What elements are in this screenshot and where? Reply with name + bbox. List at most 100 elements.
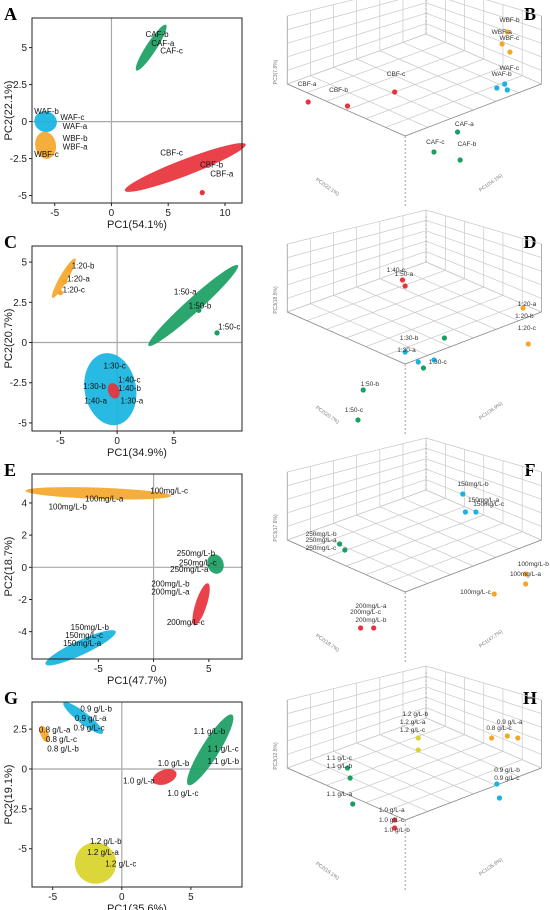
axis-label-pc3: PC3(7.8%) [273, 59, 279, 84]
grid-line [287, 12, 427, 58]
y-tick-label: 0 [21, 764, 27, 775]
floor-grid-line [385, 531, 523, 584]
data-point-green [420, 365, 427, 371]
sample-label: 200mg/L-c [167, 618, 205, 627]
confidence-ellipse-cyan [45, 630, 116, 666]
y-tick-label: 0 [21, 338, 27, 349]
sample-label: WAF-c [499, 65, 519, 72]
confidence-ellipse-green [207, 554, 224, 574]
panel-letter: D [524, 232, 537, 252]
sample-label: 0.9 g/L-c [73, 724, 104, 733]
sample-label: CAF-b [458, 141, 477, 148]
data-point-green [342, 547, 348, 553]
sample-label: 0.9 g/L-b [80, 705, 112, 714]
sample-label: 100mg/L-b [518, 561, 549, 568]
grid-line [287, 707, 427, 755]
axis-label-pc1: PC1(47.7%) [478, 629, 504, 650]
axis-label-pc2: PC2(19.1%) [314, 861, 340, 882]
data-point-cyan [496, 795, 503, 801]
sample-label: WAF-b [34, 107, 59, 116]
pca-2d-panel-a: ACAF-bCAF-aCAF-cWAF-bWAF-cWAF-aWBF-bWBF-… [3, 4, 246, 231]
data-point-orange [43, 736, 49, 742]
sample-label: 1:20-a [67, 274, 90, 283]
confidence-ellipse-orange [35, 131, 57, 159]
data-point-green [441, 335, 448, 341]
sample-label: 150mg/L-a [468, 497, 499, 504]
sample-label: 100mg/L-a [85, 494, 124, 503]
confidence-ellipse-green [135, 24, 167, 71]
data-point-green [347, 775, 353, 781]
grid-line [287, 676, 427, 714]
data-point-green [355, 417, 361, 423]
sample-label: 250mg/L-c [306, 545, 337, 552]
sample-label: 200mg/L-a [151, 588, 190, 597]
y-tick-label: -5 [18, 418, 27, 429]
box-edge [287, 311, 406, 365]
sample-label: 1:40-c [118, 376, 140, 385]
axis-label-pc1: PC1(34.9%) [478, 401, 504, 422]
y-tick-label: 2.5 [13, 80, 27, 91]
box-edge [287, 539, 406, 593]
sample-label: CBF-c [387, 71, 406, 78]
data-point-orange [499, 41, 505, 47]
sample-label: CAF-a [151, 39, 175, 48]
data-point-red [392, 825, 398, 831]
grid-line [287, 468, 427, 514]
sample-label: 1:30-c [104, 361, 126, 370]
grid-line [425, 240, 542, 286]
confidence-ellipse-yellow [74, 842, 117, 884]
data-point-orange [62, 278, 68, 284]
axis-label-pc2: PC2(22.1%) [314, 177, 340, 198]
sample-label: WBF-a [492, 29, 513, 36]
sample-label: CAF-b [146, 30, 170, 39]
data-point-green [214, 330, 220, 336]
confidence-ellipse-green [187, 714, 234, 786]
data-point-green [344, 765, 351, 771]
sample-label: 1.0 g/L-b [158, 759, 190, 768]
data-point-cyan [502, 81, 508, 87]
data-point-yellow [415, 735, 421, 741]
axis-label-pc1: PC1(35.6%) [478, 857, 504, 878]
pca-3d-panel-b: B PC1(54.1%) PC2(22.1%) PC3(7.8%) WBF-b WBF-a… [273, 0, 542, 206]
sample-label: 0.8 g/L-c [46, 735, 77, 744]
x-axis-title: PC1(47.7%) [107, 675, 167, 687]
axis-label-pc2: PC2(18.7%) [314, 633, 340, 654]
y-tick-label: 4 [21, 498, 27, 509]
box-edge [405, 767, 542, 821]
sample-label: 0.9 g/L-a [75, 714, 107, 723]
data-point-red [392, 89, 398, 95]
data-point-cyan [473, 509, 479, 515]
sample-label: 250mg/L-a [306, 537, 337, 544]
data-point-cyan [462, 509, 468, 515]
sample-label: 1.0 g/L-c [167, 789, 198, 798]
grid-line [425, 2, 542, 44]
pca-3d-panel-h: H PC1(35.6%) PC2(19.1%) PC3(12.5%) 1.2 g/L-b… [273, 665, 542, 890]
x-tick-label: 0 [114, 436, 120, 447]
floor-grid-line [385, 75, 523, 128]
sample-label: CAF-c [426, 139, 445, 146]
panel-letter: B [524, 4, 536, 24]
confidence-ellipse-red [152, 768, 177, 785]
sample-label: 200mg/L-c [350, 609, 381, 616]
plot-frame [31, 473, 243, 660]
data-point-orange [523, 571, 529, 577]
sample-label: 150mg/L-c [473, 501, 504, 508]
sample-label: 1.1 g/L-b [194, 727, 226, 736]
sample-label: 1.0 g/L-a [123, 776, 155, 785]
sample-label: WAF-c [60, 113, 84, 122]
sample-label: 200mg/L-b [151, 580, 190, 589]
grid-line [287, 220, 427, 258]
sample-label: 250mg/L-c [179, 559, 217, 568]
sample-label: 1.1 g/L-a [327, 791, 353, 798]
y-axis-title: PC2(20.7%) [3, 309, 15, 369]
data-point-cyan [504, 87, 510, 93]
sample-label: 1.2 g/L-a [87, 848, 119, 857]
sample-label: 1:50-c [345, 407, 364, 414]
grid-line [287, 686, 427, 728]
sample-label: 1:50-b [361, 381, 380, 388]
data-point-cyan [431, 357, 437, 363]
sample-label: 1.2 g/L-b [90, 837, 122, 846]
sample-label: 1:40-c [387, 267, 406, 274]
panel-letter: A [4, 4, 17, 24]
